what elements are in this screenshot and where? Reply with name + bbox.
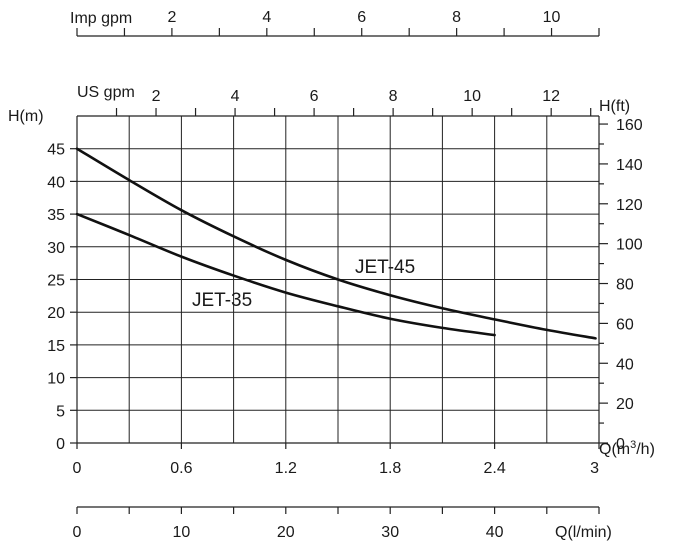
left-axis-tick-label: 0 [56, 436, 65, 453]
curve-layer [75, 147, 597, 340]
x-axis-tick-label: 1.2 [275, 460, 297, 477]
imp-gpm-tick-label: 4 [262, 9, 271, 26]
right-axis-tick-label: 100 [616, 237, 643, 254]
series-label-jet-35: JET-35 [192, 290, 252, 311]
left-axis-tick-label: 35 [47, 207, 65, 224]
left-axis-tick-label: 25 [47, 273, 65, 290]
imp-gpm-axis-label: Imp gpm [70, 10, 132, 27]
left-y-axis-label: H(m) [8, 108, 44, 125]
series-line-jet-35 [75, 212, 496, 337]
imp-gpm-tick-label: 10 [543, 9, 561, 26]
right-y-axis-label: H(ft) [599, 98, 630, 115]
axes-layer: 0510152025303540450204060801001201401600… [47, 9, 643, 541]
right-axis-tick-label: 60 [616, 316, 634, 333]
lmin-tick-label: 30 [381, 524, 399, 541]
left-axis-tick-label: 5 [56, 403, 65, 420]
x-axis-tick-label: 2.4 [483, 460, 505, 477]
right-axis-tick-label: 140 [616, 157, 643, 174]
right-axis-tick-label: 80 [616, 277, 634, 294]
right-axis-tick-label: 20 [616, 396, 634, 413]
x-axis-tick-label: 1.8 [379, 460, 401, 477]
x-axis-tick-label: 0 [73, 460, 82, 477]
us-gpm-tick-label: 4 [231, 88, 240, 105]
left-axis-tick-label: 40 [47, 174, 65, 191]
left-axis-tick-label: 30 [47, 240, 65, 257]
imp-gpm-tick-label: 6 [357, 9, 366, 26]
lmin-tick-label: 10 [173, 524, 191, 541]
series-label-jet-45: JET-45 [355, 257, 415, 278]
us-gpm-tick-label: 10 [463, 88, 481, 105]
left-axis-tick-label: 20 [47, 305, 65, 322]
lmin-axis-label: Q(l/min) [555, 524, 612, 541]
us-gpm-axis-label: US gpm [77, 84, 135, 101]
lmin-tick-label: 40 [486, 524, 504, 541]
us-gpm-tick-label: 2 [152, 88, 161, 105]
x-axis-tick-label: 3 [590, 460, 599, 477]
us-gpm-tick-label: 8 [389, 88, 398, 105]
right-axis-tick-label: 0 [616, 436, 625, 453]
series-line-jet-45 [75, 147, 597, 340]
right-axis-tick-label: 120 [616, 197, 643, 214]
lmin-tick-label: 20 [277, 524, 295, 541]
us-gpm-tick-label: 12 [542, 88, 560, 105]
x-axis-label-m3h: Q(m3/h) [599, 439, 655, 458]
left-axis-tick-label: 10 [47, 371, 65, 388]
left-axis-tick-label: 45 [47, 142, 65, 159]
x-axis-tick-label: 0.6 [170, 460, 192, 477]
right-axis-tick-label: 40 [616, 356, 634, 373]
imp-gpm-tick-label: 8 [452, 9, 461, 26]
lmin-tick-label: 0 [73, 524, 82, 541]
imp-gpm-tick-label: 2 [167, 9, 176, 26]
right-axis-tick-label: 160 [616, 117, 643, 134]
us-gpm-tick-label: 6 [310, 88, 319, 105]
left-axis-tick-label: 15 [47, 338, 65, 355]
